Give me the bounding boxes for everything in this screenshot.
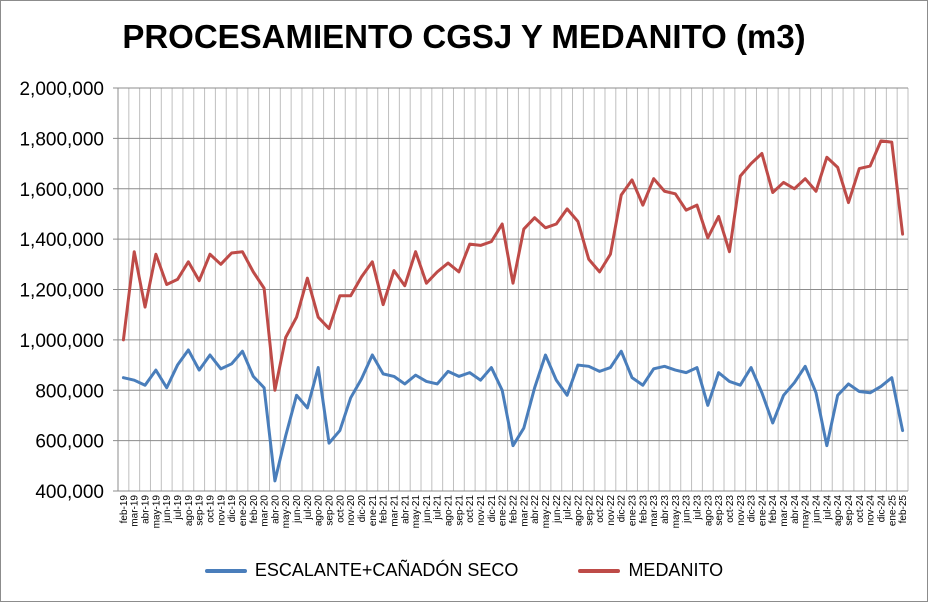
- x-tick-label: feb-25: [898, 495, 909, 524]
- x-tick-label: abr-21: [400, 495, 411, 524]
- x-tick-label: may-19: [151, 495, 162, 529]
- y-axis-ticks: 400,000 600,000 800,000 1,000,000 1,200,000 1…: [19, 79, 118, 503]
- x-tick-label: jul-19: [173, 495, 184, 521]
- x-tick-label: may-21: [411, 495, 422, 529]
- x-tick-label: mar-19: [130, 495, 141, 527]
- x-tick-label: may-24: [801, 495, 812, 529]
- x-tick-label: nov-23: [736, 495, 747, 526]
- x-tick-label: ene-25: [887, 495, 898, 527]
- x-tick-label: nov-24: [866, 495, 877, 526]
- x-tick-label: dic-22: [617, 495, 628, 523]
- x-tick-label: nov-22: [606, 495, 617, 526]
- x-tick-label: may-23: [671, 495, 682, 529]
- y-tick-label: 1,000,000: [19, 331, 104, 352]
- x-tick-label: jul-21: [433, 495, 444, 521]
- x-tick-label: ago-24: [833, 495, 844, 527]
- x-tick-label: ene-22: [498, 495, 509, 527]
- x-tick-label: jun-23: [682, 495, 693, 524]
- series-line-medanito: [121, 139, 905, 392]
- y-tick-label: 400,000: [35, 482, 104, 503]
- legend: ESCALANTE+CAÑADÓN SECO MEDANITO: [0, 560, 928, 581]
- x-tick-label: jul-22: [563, 495, 574, 521]
- x-tick-label: feb-19: [119, 495, 130, 524]
- x-tick-label: abr-22: [530, 495, 541, 524]
- x-tick-label: ago-20: [314, 495, 325, 527]
- x-tick-label: dic-20: [357, 495, 368, 523]
- x-tick-label: dic-21: [487, 495, 498, 523]
- x-tick-label: mar-20: [260, 495, 271, 527]
- x-tick-label: oct-24: [855, 495, 866, 523]
- x-tick-label: jul-24: [822, 495, 833, 521]
- x-tick-label: abr-20: [270, 495, 281, 524]
- series-line-escalante: [121, 348, 905, 483]
- x-tick-label: ene-20: [238, 495, 249, 527]
- x-tick-label: jun-19: [162, 495, 173, 524]
- x-tick-label: ago-21: [444, 495, 455, 527]
- x-tick-label: dic-19: [227, 495, 238, 523]
- x-tick-label: feb-22: [509, 495, 520, 524]
- x-tick-label: feb-20: [249, 495, 260, 524]
- x-tick-label: jun-21: [422, 495, 433, 524]
- x-tick-label: feb-24: [768, 495, 779, 524]
- legend-swatch-medanito: [578, 568, 621, 573]
- y-tick-label: 1,400,000: [19, 230, 104, 251]
- x-tick-label: mar-21: [389, 495, 400, 527]
- x-tick-label: nov-19: [216, 495, 227, 526]
- y-tick-label: 800,000: [35, 381, 104, 402]
- x-tick-label: mar-23: [649, 495, 660, 527]
- x-tick-label: sep-20: [325, 495, 336, 526]
- x-tick-label: may-20: [281, 495, 292, 529]
- x-tick-label: mar-22: [519, 495, 530, 527]
- x-tick-label: sep-19: [195, 495, 206, 526]
- x-tick-label: oct-20: [335, 495, 346, 523]
- x-axis-ticks: feb-19 mar-19 abr-19 may-19 jun-19 jul-19 ago-…: [119, 495, 909, 529]
- x-tick-label: ago-22: [573, 495, 584, 527]
- series-lines: [121, 139, 905, 483]
- x-tick-label: sep-23: [714, 495, 725, 526]
- x-tick-label: feb-23: [638, 495, 649, 524]
- y-tick-label: 600,000: [35, 432, 104, 453]
- x-tick-label: mar-24: [779, 495, 790, 527]
- x-tick-label: ago-19: [184, 495, 195, 527]
- legend-item-escalante: ESCALANTE+CAÑADÓN SECO: [204, 560, 519, 581]
- x-tick-label: oct-21: [465, 495, 476, 523]
- x-tick-label: dic-24: [876, 495, 887, 523]
- chart-title: PROCESAMIENTO CGSJ Y MEDANITO (m3): [122, 18, 806, 55]
- y-tick-label: 1,600,000: [19, 180, 104, 201]
- x-tick-label: nov-20: [346, 495, 357, 526]
- legend-label-escalante: ESCALANTE+CAÑADÓN SECO: [254, 560, 519, 580]
- legend-swatch-escalante: [204, 568, 247, 573]
- y-tick-label: 1,800,000: [19, 129, 104, 150]
- legend-item-medanito: MEDANITO: [578, 560, 723, 581]
- legend-label-medanito: MEDANITO: [628, 560, 724, 580]
- x-tick-label: may-22: [541, 495, 552, 529]
- x-tick-label: ene-23: [628, 495, 639, 527]
- x-tick-label: nov-21: [476, 495, 487, 526]
- x-tick-label: sep-22: [584, 495, 595, 526]
- x-tick-label: jun-24: [812, 495, 823, 524]
- x-tick-label: oct-22: [595, 495, 606, 523]
- x-tick-label: oct-19: [205, 495, 216, 523]
- x-tick-label: ene-21: [368, 495, 379, 527]
- x-tick-label: jul-23: [692, 495, 703, 521]
- x-tick-label: ene-24: [757, 495, 768, 527]
- grid: [117, 87, 909, 492]
- x-tick-label: jul-20: [303, 495, 314, 521]
- x-tick-label: dic-23: [747, 495, 758, 523]
- x-tick-label: abr-24: [790, 495, 801, 524]
- x-tick-label: oct-23: [725, 495, 736, 523]
- y-tick-label: 1,200,000: [19, 281, 104, 302]
- x-tick-label: feb-21: [379, 495, 390, 524]
- x-tick-label: sep-24: [844, 495, 855, 526]
- x-tick-label: abr-23: [660, 495, 671, 524]
- x-tick-label: abr-19: [141, 495, 152, 524]
- y-tick-label: 2,000,000: [19, 79, 104, 100]
- x-tick-label: ago-23: [703, 495, 714, 527]
- x-tick-label: sep-21: [454, 495, 465, 526]
- x-tick-label: jun-20: [292, 495, 303, 524]
- x-tick-label: jun-22: [552, 495, 563, 524]
